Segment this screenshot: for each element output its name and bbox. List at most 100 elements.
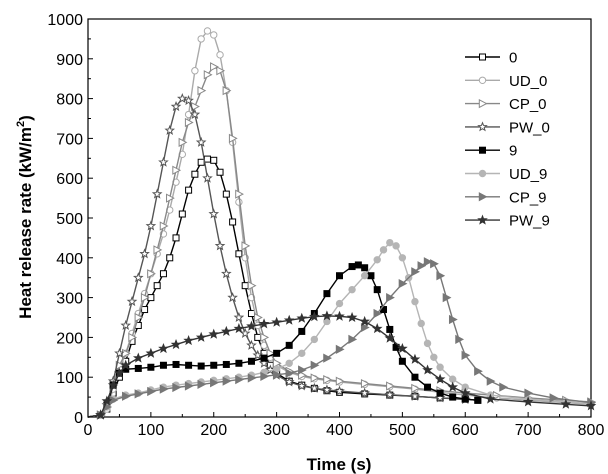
data-point: [585, 400, 597, 411]
data-point: [499, 382, 509, 392]
data-point: [359, 315, 370, 327]
legend-item: 9: [465, 143, 517, 160]
data-point: [283, 376, 295, 387]
legend-marker: [477, 121, 488, 132]
data-point: [158, 156, 169, 167]
legend-item: PW_0: [465, 119, 550, 136]
data-point: [210, 156, 218, 164]
legend-marker: [478, 192, 488, 202]
data-point: [247, 357, 255, 365]
data-point: [235, 250, 243, 258]
data-point: [235, 374, 244, 385]
data-point: [411, 383, 421, 393]
data-point: [166, 193, 175, 203]
data-point: [164, 124, 176, 135]
data-point: [285, 341, 293, 349]
data-point: [360, 378, 370, 389]
data-point: [203, 27, 212, 35]
data-point: [210, 31, 218, 39]
data-point: [397, 342, 408, 354]
data-point: [392, 242, 400, 250]
legend-label: PW_9: [509, 213, 550, 230]
data-point: [235, 359, 243, 367]
data-point: [247, 281, 257, 291]
data-point: [549, 393, 559, 403]
data-point: [229, 218, 237, 226]
data-point: [386, 381, 395, 391]
data-point: [448, 314, 458, 325]
data-point: [360, 322, 370, 333]
series-PW_9: [87, 310, 597, 420]
data-point: [210, 378, 219, 388]
data-point: [221, 268, 232, 279]
data-point: [145, 347, 157, 358]
data-point: [346, 311, 358, 323]
data-point: [254, 312, 263, 323]
y-tick-label: 1000: [47, 12, 83, 29]
data-point: [361, 264, 369, 272]
data-point: [191, 170, 199, 178]
data-point: [436, 271, 446, 281]
data-point: [172, 234, 180, 242]
data-point: [203, 155, 211, 163]
data-point: [195, 136, 207, 147]
data-point: [448, 375, 457, 383]
data-point: [252, 349, 264, 360]
data-point: [298, 349, 306, 358]
data-point: [260, 354, 268, 362]
series-9: [87, 261, 482, 419]
data-point: [285, 368, 295, 378]
legend-label: PW_0: [509, 119, 550, 136]
data-point: [216, 51, 224, 59]
data-point: [241, 282, 249, 290]
y-axis-title-end: ): [16, 115, 35, 121]
data-point: [522, 396, 534, 407]
data-point: [114, 367, 125, 378]
x-tick-label: 200: [200, 422, 227, 439]
legend-item: CP_9: [465, 189, 547, 206]
y-tick-label: 600: [56, 171, 83, 188]
data-point: [486, 376, 496, 386]
x-axis-title: Time (s): [307, 455, 372, 474]
y-tick-label: 500: [56, 211, 83, 228]
data-point: [455, 334, 465, 345]
data-point: [172, 382, 182, 393]
data-point: [411, 267, 421, 277]
data-point: [309, 311, 320, 322]
y-tick-label: 0: [74, 410, 83, 427]
data-point: [197, 158, 205, 166]
x-tick-label: 500: [389, 422, 416, 439]
data-point: [367, 272, 375, 280]
data-point: [298, 327, 306, 335]
data-point: [285, 359, 293, 367]
data-point: [321, 310, 333, 321]
data-point: [386, 292, 395, 303]
data-point: [233, 311, 245, 323]
legend-label: 9: [509, 143, 517, 160]
legend-label: CP_0: [509, 96, 547, 113]
data-point: [386, 238, 394, 247]
data-point: [260, 332, 270, 343]
legend-label: UD_0: [509, 73, 547, 90]
axes-layer: 0 100 200 300 400 500 600 700 800 0 100 200 300 400 50…: [47, 12, 604, 439]
data-point: [141, 306, 149, 314]
data-point: [411, 297, 419, 306]
data-point: [120, 359, 132, 370]
y-axis-title-sup: 2: [15, 121, 27, 127]
data-point: [122, 391, 131, 401]
x-tick-label: 600: [452, 422, 479, 439]
data-point: [384, 389, 396, 400]
data-point: [158, 342, 169, 354]
data-point: [177, 93, 188, 104]
data-point: [216, 66, 226, 76]
data-point: [203, 70, 213, 80]
y-tick-label: 800: [56, 92, 83, 109]
data-point: [166, 254, 174, 262]
data-point: [283, 314, 295, 325]
data-point: [172, 360, 180, 368]
legend-label: CP_9: [509, 189, 547, 206]
data-point: [398, 279, 408, 289]
legend: 0 UD_0 CP_0 PW_0 9 UD_9 CP_9 PW_9: [465, 50, 550, 230]
data-point: [323, 374, 332, 385]
